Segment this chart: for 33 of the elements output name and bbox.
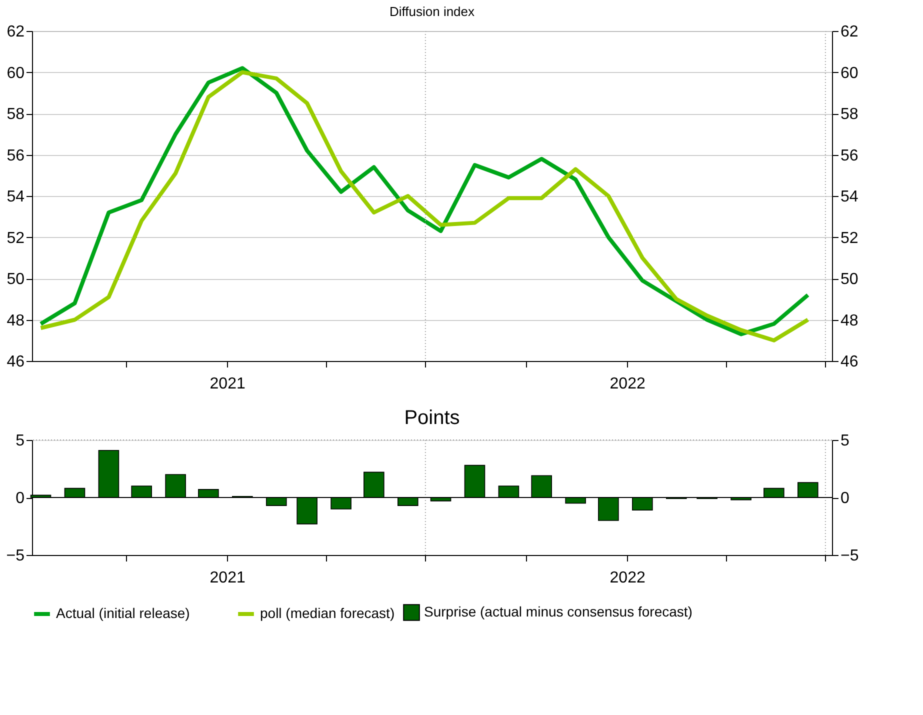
y-tick-label: 54 — [6, 188, 25, 206]
y2-tick-label: 58 — [840, 106, 858, 123]
y2-tick-label: 48 — [840, 312, 858, 330]
y2-tick-label: 60 — [840, 64, 858, 82]
y-tick-label: 48 — [6, 312, 25, 330]
y-tick-label: 56 — [6, 147, 25, 164]
y-tick-label: 5 — [16, 432, 25, 450]
y2-tick-label: 62 — [840, 24, 858, 40]
y-tick-label: 60 — [6, 64, 25, 82]
legend-label: Surprise (actual minus consensus forecast) — [424, 604, 692, 620]
legend-label: poll (median forecast) — [260, 605, 395, 621]
x-tick-label: 2021 — [210, 570, 246, 586]
x-tick-label: 2022 — [610, 570, 646, 586]
y2-tick-label: −5 — [840, 548, 859, 564]
y-tick-label: 52 — [6, 230, 25, 247]
y-tick-label: −5 — [6, 548, 25, 564]
y2-tick-label: 50 — [840, 271, 858, 288]
y-tick-label: 50 — [6, 271, 25, 288]
y2-tick-label: 56 — [840, 147, 858, 164]
y2-tick-label: 46 — [840, 354, 858, 370]
chart-title: Points — [404, 407, 460, 429]
y2-tick-label: 52 — [840, 230, 858, 247]
chart-title: Diffusion index — [389, 4, 476, 19]
y2-tick-label: 0 — [840, 490, 850, 507]
legend-label: Actual (initial release) — [56, 605, 190, 621]
y-tick-label: 62 — [6, 24, 25, 40]
y2-tick-label: 54 — [840, 188, 858, 206]
y-tick-label: 58 — [6, 106, 25, 123]
y-tick-label: 0 — [16, 490, 25, 507]
y-tick-label: 46 — [6, 354, 25, 370]
x-tick-label: 2022 — [610, 376, 646, 392]
y2-tick-label: 5 — [840, 432, 850, 450]
x-tick-label: 2021 — [210, 376, 246, 392]
